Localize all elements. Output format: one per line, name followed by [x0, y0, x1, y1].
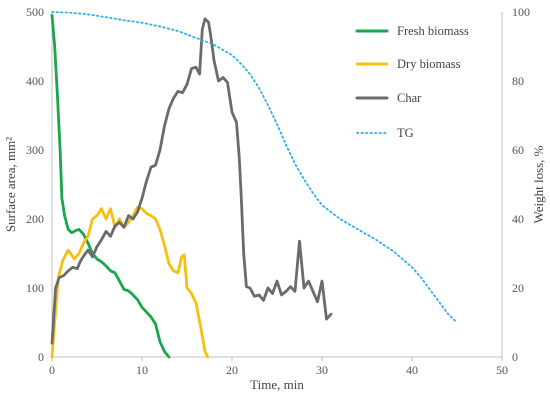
legend-label-fresh-biomass: Fresh biomass [397, 24, 469, 38]
y-right-tick-label: 0 [512, 350, 518, 364]
x-tick-label: 40 [406, 363, 418, 377]
y-left-tick-label: 300 [26, 143, 44, 157]
y-right-tick-label: 60 [512, 143, 524, 157]
y-right-tick-label: 20 [512, 281, 524, 295]
x-tick-label: 0 [49, 363, 55, 377]
legend-label-tg: TG [397, 126, 414, 140]
y-left-tick-label: 100 [26, 281, 44, 295]
legend-label-dry-biomass: Dry biomass [397, 57, 461, 71]
y-right-tick-label: 40 [512, 212, 524, 226]
series-line-tg [51, 11, 458, 324]
y-axis-left-title: Surface area, mm² [3, 137, 18, 232]
y-left-tick-label: 200 [26, 212, 44, 226]
legend-label-char: Char [397, 91, 422, 105]
series-line-fresh-biomass [50, 13, 171, 359]
x-axis-title: Time, min [250, 377, 304, 392]
y-right-tick-label: 80 [512, 74, 524, 88]
x-tick-label: 30 [316, 363, 328, 377]
x-tick-label: 20 [226, 363, 238, 377]
y-right-tick-label: 100 [512, 5, 530, 19]
axes [51, 12, 503, 358]
series-layer [50, 11, 458, 359]
legend: Fresh biomass Dry biomass Char TG [355, 24, 469, 140]
x-tick-label: 50 [496, 363, 508, 377]
x-tick-label: 10 [136, 363, 148, 377]
series-line-dry-biomass [50, 205, 210, 359]
y-left-tick-label: 500 [26, 5, 44, 19]
series-line-char [50, 17, 333, 345]
y-left-tick-label: 400 [26, 74, 44, 88]
y-left-tick-label: 0 [38, 350, 44, 364]
y-axis-right-title: Weight loss, % [531, 145, 546, 223]
